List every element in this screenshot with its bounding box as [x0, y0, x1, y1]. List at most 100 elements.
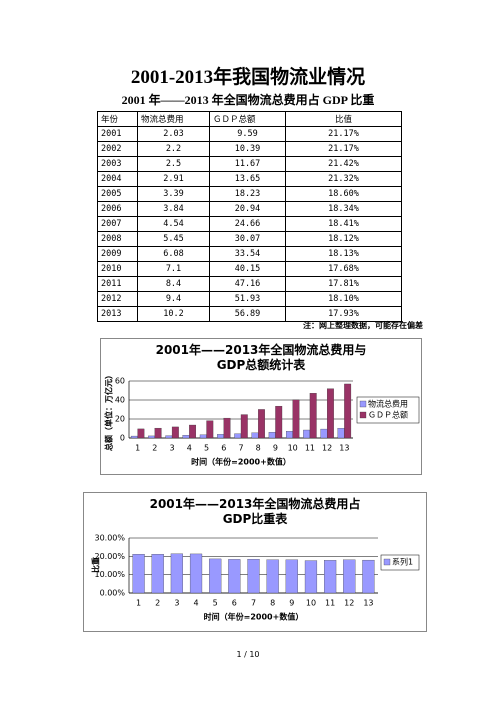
legend-label: 系列1 [392, 557, 413, 567]
table-cell: 3.39 [137, 186, 210, 202]
table-cell: 47.16 [209, 276, 286, 292]
x-tick-label: 2 [155, 599, 160, 608]
bar [130, 435, 138, 439]
data-table: 年份 物流总费用 ＧＤＰ总额 比值 2001 2.03 9.59 21.17% 2002 2.2 1… [97, 111, 402, 322]
bar [285, 559, 298, 594]
table-cell: 21.17% [285, 126, 402, 142]
header-cell: 物流总费用 [137, 111, 210, 127]
table-row: 2001 2.03 9.59 21.17% [97, 126, 402, 142]
y-tick-label: 30.00% [94, 534, 125, 543]
x-tick-label: 4 [193, 599, 198, 608]
x-tick-label: 7 [251, 599, 256, 608]
chart: 0.00%10.00%20.00%30.00%1 2 3 4 5 6 7 8 9 10 11 12 13… [91, 534, 420, 622]
table-cell: 9.4 [137, 291, 210, 307]
x-tick-label: 13 [339, 444, 349, 453]
table-cell: 18.13% [285, 246, 402, 262]
x-tick-label: 13 [363, 599, 373, 608]
x-tick-label: 4 [187, 444, 192, 453]
x-tick-label: 8 [256, 444, 261, 453]
table-row: 2002 2.2 10.39 21.17% [97, 141, 402, 157]
x-axis-label: 时间（年份=2000+数值） [191, 457, 291, 467]
y-tick-label: 20.00% [94, 552, 125, 561]
bar [137, 428, 145, 439]
table-row: 2009 6.08 33.54 18.13% [97, 246, 402, 262]
table-cell: 5.45 [137, 231, 210, 247]
doc-title: 2001-2013年我国物流业情况 [130, 67, 366, 88]
table-cell: 17.81% [285, 276, 402, 292]
legend-swatch [359, 411, 367, 419]
table-cell: 2012 [97, 291, 138, 307]
page-number: 1 / 10 [236, 650, 260, 659]
table-cell: 8.4 [137, 276, 210, 292]
bar [234, 433, 242, 439]
legend-box [380, 554, 420, 571]
table-row: 2013 10.2 56.89 17.93% [97, 306, 402, 322]
y-tick-label: 40 [115, 396, 125, 405]
bar [189, 553, 203, 594]
legend-box [356, 396, 420, 424]
table-row: 2006 3.84 20.94 18.34% [97, 201, 402, 217]
bar [303, 429, 311, 439]
bar [343, 559, 356, 594]
table-cell: 30.07 [209, 231, 286, 247]
chart-title: 2001年——2013年全国物流总费用占GDP比重表 [149, 497, 361, 526]
x-tick-label: 3 [174, 599, 179, 608]
y-axis-label: 比重 [91, 557, 101, 573]
table-cell: 40.15 [209, 261, 286, 277]
bar [132, 554, 145, 594]
x-tick-label: 2 [152, 444, 157, 453]
x-tick-label: 9 [289, 599, 294, 608]
bar [251, 432, 259, 439]
table-cell: 18.34% [285, 201, 402, 217]
table-cell: 21.42% [285, 156, 402, 172]
x-tick-label: 1 [135, 444, 140, 453]
bar [228, 559, 241, 594]
x-tick-label: 12 [322, 444, 332, 453]
x-tick-label: 8 [270, 599, 275, 608]
bar [285, 431, 293, 439]
table-cell: 2001 [97, 126, 138, 142]
chart-title: 2001年——2013年全国物流总费用与GDP总额统计表 [155, 343, 367, 372]
y-tick-label: 0 [120, 434, 125, 443]
table-cell: 11.67 [209, 156, 286, 172]
bar [170, 553, 183, 594]
chart-box: 2001年——2013年全国物流总费用与GDP总额统计表 0 20 40 60 1 2 3 4… [100, 338, 422, 475]
table-cell: 2007 [97, 216, 138, 232]
table-cell: 2.2 [137, 141, 210, 157]
x-tick-label: 9 [273, 444, 278, 453]
header-cell: ＧＤＰ总额 [209, 111, 286, 127]
table-row: 2004 2.91 13.65 21.32% [97, 171, 402, 187]
table-cell: 7.1 [137, 261, 210, 277]
y-axis-label: 总额（单位：万亿元） [104, 371, 114, 451]
y-tick-label: 10.00% [94, 570, 125, 579]
bar [247, 559, 260, 594]
x-tick-label: 11 [325, 599, 335, 608]
x-tick-label: 1 [136, 599, 141, 608]
bar [327, 388, 334, 439]
table-cell: 10.39 [209, 141, 286, 157]
bar [199, 434, 207, 439]
table-cell: 17.68% [285, 261, 402, 277]
table-cell: 2.03 [137, 126, 210, 142]
x-tick-label: 7 [238, 444, 243, 453]
y-tick-label: 60 [115, 377, 125, 386]
x-axis-label: 时间（年份=2000+数值） [204, 612, 304, 622]
table-cell: 56.89 [209, 306, 286, 322]
x-tick-label: 11 [305, 444, 315, 453]
table-row: 2010 7.1 40.15 17.68% [97, 261, 402, 277]
table-cell: 9.59 [209, 126, 286, 142]
bar [240, 414, 248, 439]
table-cell: 2013 [97, 306, 138, 322]
x-tick-label: 10 [306, 599, 316, 608]
bar [266, 559, 279, 594]
table-cell: 2006 [97, 201, 138, 217]
bar [258, 409, 265, 439]
table-cell: 10.2 [137, 306, 210, 322]
doc-subtitle: 2001 年——2013 年全国物流总费用占 GDP 比重 [121, 93, 375, 107]
x-tick-label: 6 [221, 444, 226, 453]
legend-swatch [359, 400, 367, 408]
table-row: 2008 5.45 30.07 18.12% [97, 231, 402, 247]
table-cell: 33.54 [209, 246, 286, 262]
table-row: 2003 2.5 11.67 21.42% [97, 156, 402, 172]
